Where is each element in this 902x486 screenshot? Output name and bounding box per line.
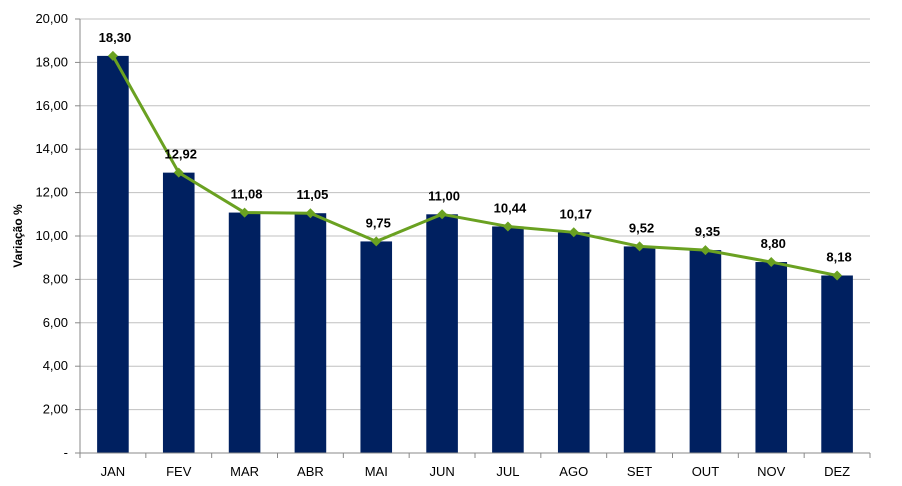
line-series <box>111 55 838 277</box>
y-tick-label: 4,00 <box>43 358 68 373</box>
y-tick-label: 16,00 <box>35 98 68 113</box>
y-tick-label: - <box>64 445 68 460</box>
data-label: 11,00 <box>428 188 460 203</box>
y-axis-title: Variação % <box>11 204 25 268</box>
data-label: 8,18 <box>826 249 851 264</box>
bar-abr <box>294 213 327 453</box>
x-tick-label: DEZ <box>824 464 850 479</box>
axes: - 2,00 4,00 6,00 8,00 10,00 12,00 14,00 16,00 18,… <box>35 11 871 479</box>
bar-mai <box>360 241 393 453</box>
y-tick-label: 8,00 <box>43 271 68 286</box>
y-tick-label: 14,00 <box>35 141 68 156</box>
bar-jul <box>492 226 524 453</box>
line-marker <box>568 227 579 238</box>
y-tick-label: 10,00 <box>35 228 68 243</box>
line-marker <box>502 221 513 232</box>
line-marker <box>766 257 777 268</box>
gridlines <box>80 18 870 411</box>
x-tick-label: AGO <box>559 464 588 479</box>
line-marker <box>634 241 645 252</box>
y-tick-label: 18,00 <box>35 54 68 69</box>
x-tick-label: MAR <box>230 464 259 479</box>
data-label: 9,52 <box>629 220 654 235</box>
bar-jan <box>97 55 129 453</box>
x-tick-label: FEV <box>166 464 192 479</box>
trend-line <box>107 50 843 281</box>
x-tick-label: MAI <box>365 464 388 479</box>
x-tick-label: SET <box>627 464 652 479</box>
data-labels: 18,30 12,92 11,08 11,05 9,75 11,00 10,44 10,17 9… <box>99 30 852 265</box>
bar-dez <box>821 275 853 453</box>
data-label: 18,30 <box>99 30 132 45</box>
x-tick-label: NOV <box>757 464 786 479</box>
y-tick-label: 20,00 <box>35 11 68 26</box>
data-label: 12,92 <box>164 147 197 162</box>
y-tick-label: 12,00 <box>35 185 68 200</box>
bar-set <box>623 246 656 453</box>
bar-ago <box>557 232 590 453</box>
x-tick-label: JUL <box>496 464 519 479</box>
x-tick-label: JAN <box>101 464 126 479</box>
bar-nov <box>755 262 788 453</box>
y-tick-label: 2,00 <box>43 402 68 417</box>
line-marker <box>371 236 382 247</box>
bar-fev <box>162 172 195 454</box>
data-label: 11,05 <box>297 187 329 202</box>
data-label: 9,35 <box>695 224 720 239</box>
bar-out <box>689 250 722 453</box>
line-marker <box>700 245 711 256</box>
line-marker <box>832 270 843 281</box>
bar-mar <box>228 212 261 453</box>
data-label: 11,08 <box>231 187 263 202</box>
bars <box>97 55 853 454</box>
x-tick-label: OUT <box>692 464 720 479</box>
line-marker <box>305 208 316 219</box>
data-label: 9,75 <box>366 215 391 230</box>
line-marker <box>437 209 448 220</box>
line-marker <box>107 50 118 61</box>
data-label: 10,17 <box>559 206 592 221</box>
bar-jun <box>426 214 458 453</box>
x-tick-label: JUN <box>429 464 454 479</box>
data-label: 10,44 <box>494 200 527 215</box>
data-label: 8,80 <box>761 236 786 251</box>
line-marker <box>239 207 250 218</box>
x-tick-label: ABR <box>297 464 324 479</box>
y-tick-label: 6,00 <box>43 315 68 330</box>
line-marker <box>173 167 184 178</box>
